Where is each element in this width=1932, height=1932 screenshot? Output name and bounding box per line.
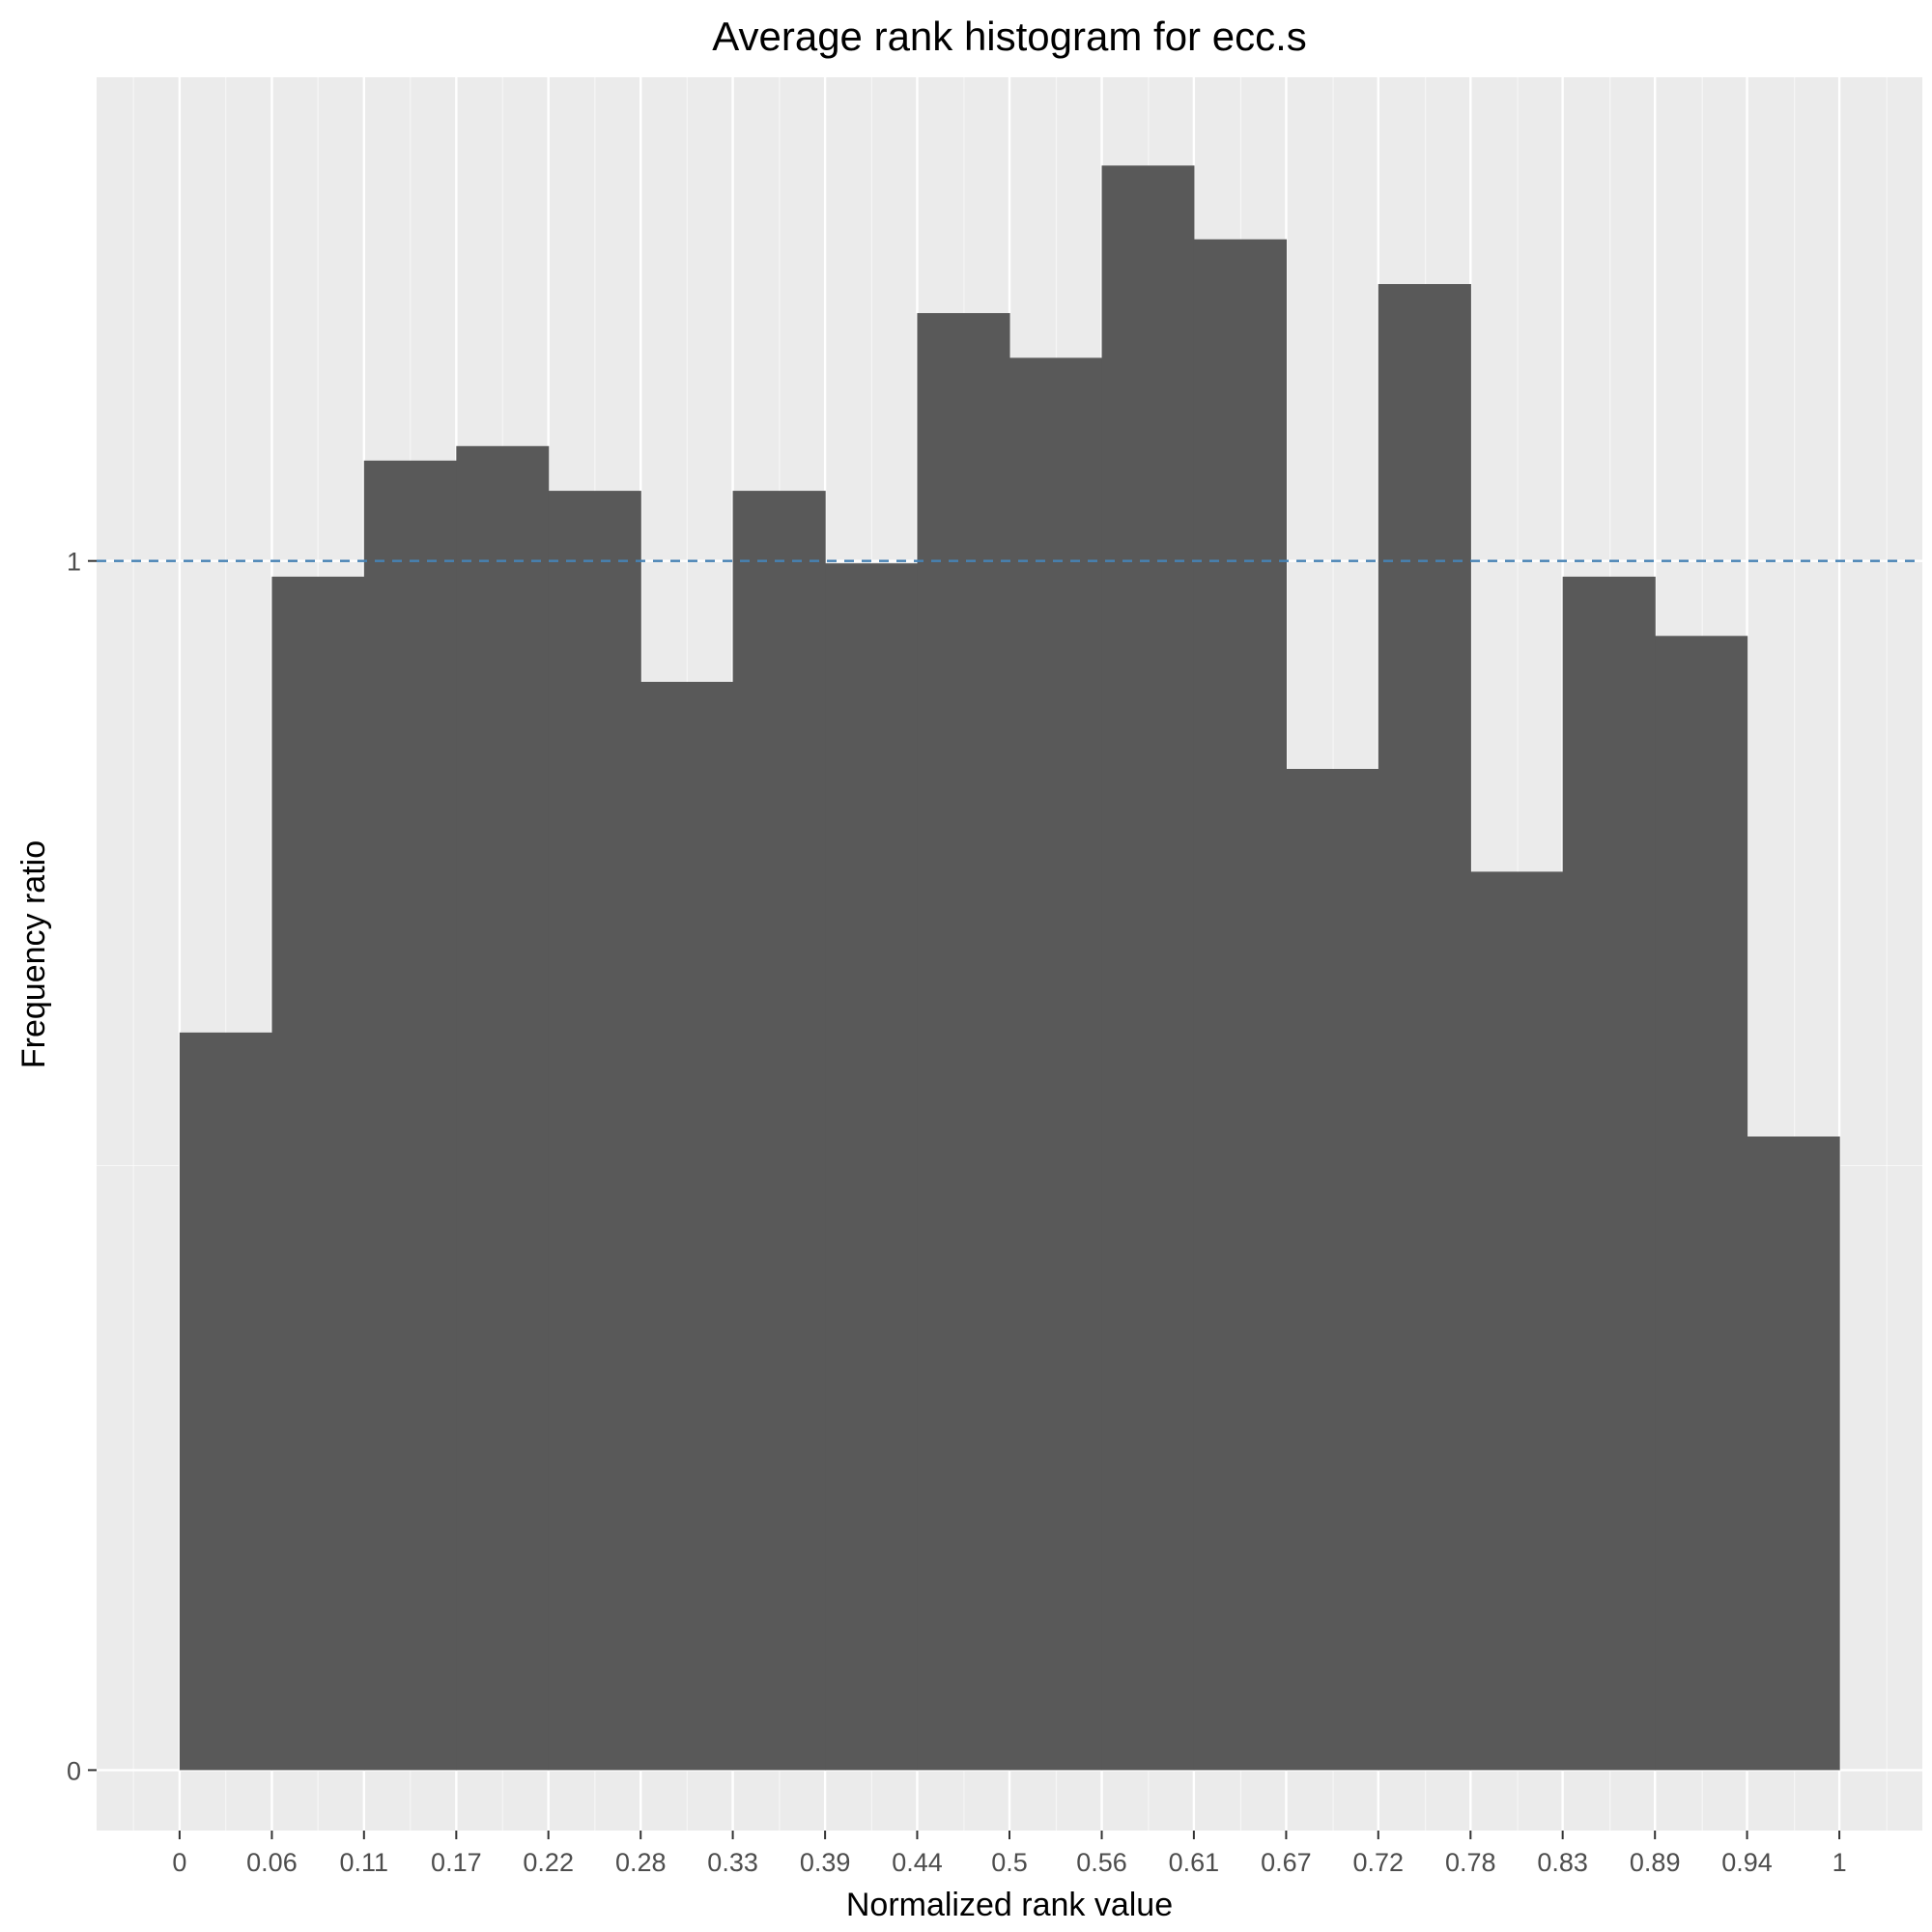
x-tick-label: 0 [172,1848,186,1877]
histogram-bar [917,313,1010,1771]
chart-title: Average rank histogram for ecc.s [712,14,1307,59]
x-tick-label: 0.44 [892,1848,943,1877]
histogram-bar [825,563,919,1771]
x-tick-label: 0.83 [1537,1848,1588,1877]
histogram-bar [1286,768,1379,1771]
x-tick-label: 0.5 [991,1848,1028,1877]
histogram-bar [1101,165,1195,1771]
x-tick-label: 0.61 [1169,1848,1220,1877]
x-axis-title: Normalized rank value [846,1887,1173,1923]
x-tick-label: 0.72 [1352,1848,1404,1877]
x-tick-label: 0.67 [1261,1848,1312,1877]
histogram-bar [1009,357,1103,1771]
x-axis: 0 0.06 0.11 0.17 0.22 0.28 0.33 0.39 0.44 0.5 0.56… [172,1831,1847,1877]
histogram-bars [179,165,1840,1771]
histogram-bar [1562,576,1656,1771]
x-tick-label: 0.78 [1445,1848,1496,1877]
y-axis-title: Frequency ratio [15,840,52,1068]
histogram-bar [456,445,550,1771]
histogram-bar [1655,636,1748,1771]
y-axis: 01 [67,548,97,1785]
x-tick-label: 0.89 [1630,1848,1681,1877]
x-tick-label: 1 [1833,1848,1847,1877]
histogram-bar [179,1032,273,1771]
histogram-bar [1470,871,1564,1771]
histogram-bar [640,681,734,1771]
histogram-bar [1378,284,1471,1771]
histogram-bar [1193,239,1288,1771]
x-tick-label: 0.17 [431,1848,482,1877]
x-tick-label: 0.39 [800,1848,851,1877]
x-tick-label: 0.33 [707,1848,758,1877]
x-tick-label: 0.11 [340,1848,389,1877]
y-tick-label: 0 [67,1756,81,1785]
x-tick-label: 0.22 [523,1848,574,1877]
y-tick-label: 1 [67,548,81,577]
x-tick-label: 0.06 [246,1848,298,1877]
histogram-bar [732,491,826,1771]
histogram-bar [548,491,641,1771]
histogram-bar [1747,1136,1840,1771]
x-tick-label: 0.28 [615,1848,667,1877]
x-tick-label: 0.94 [1721,1848,1773,1877]
histogram-bar [271,576,365,1771]
x-tick-label: 0.56 [1076,1848,1127,1877]
histogram-bar [363,460,457,1771]
